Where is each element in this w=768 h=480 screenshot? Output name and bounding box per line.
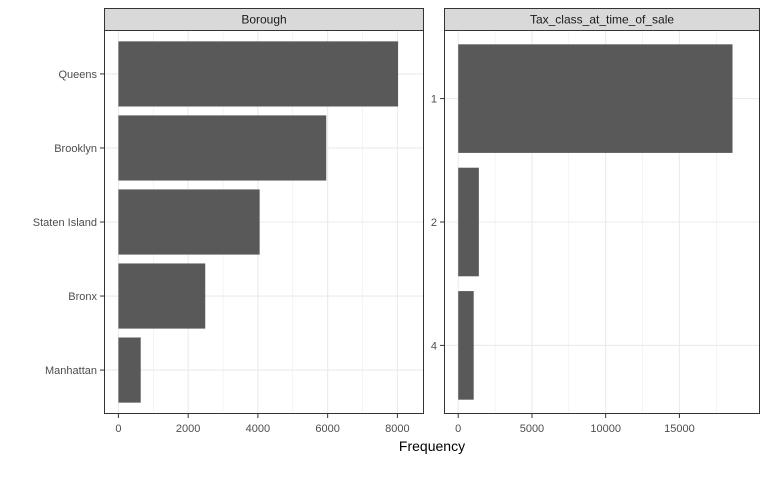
facet-strip-label: Tax_class_at_time_of_sale xyxy=(530,13,674,27)
bar-queens xyxy=(118,41,399,107)
borough-panel: Borough Queens Brooklyn Staten Island Bronx M… xyxy=(33,8,424,435)
y-tick-label: 2 xyxy=(431,217,437,229)
x-tick-label: 2000 xyxy=(176,423,200,435)
y-tick-label: Staten Island xyxy=(33,217,97,229)
x-axis-title: Frequency xyxy=(399,438,465,454)
bar-bronx xyxy=(118,263,206,329)
y-tick-label: 1 xyxy=(431,94,437,106)
x-tick-label: 10000 xyxy=(590,423,621,435)
x-tick-label: 15000 xyxy=(664,423,695,435)
facet-strip-label: Borough xyxy=(241,13,286,27)
x-tick-label: 5000 xyxy=(520,423,544,435)
x-tick-label: 4000 xyxy=(246,423,270,435)
bar-2 xyxy=(458,167,479,277)
y-tick-label: Bronx xyxy=(68,291,97,303)
y-tick-label: Brooklyn xyxy=(54,143,97,155)
bar-1 xyxy=(458,44,733,153)
bar-manhattan xyxy=(118,337,141,403)
y-tick-label: Queens xyxy=(58,69,97,81)
tax-class-panel: Tax_class_at_time_of_sale 1 2 4 0 5000 10000 15… xyxy=(431,8,760,435)
bar-brooklyn xyxy=(118,115,327,181)
y-tick-label: 4 xyxy=(431,340,437,352)
y-tick-label: Manhattan xyxy=(45,365,97,377)
bar-staten-island xyxy=(118,189,260,255)
facet-strip xyxy=(104,8,424,31)
x-tick-label: 0 xyxy=(115,423,121,435)
x-tick-label: 0 xyxy=(455,423,461,435)
bar-4 xyxy=(458,291,474,400)
facet-strip xyxy=(444,8,760,31)
x-tick-label: 8000 xyxy=(385,423,409,435)
x-tick-label: 6000 xyxy=(315,423,339,435)
